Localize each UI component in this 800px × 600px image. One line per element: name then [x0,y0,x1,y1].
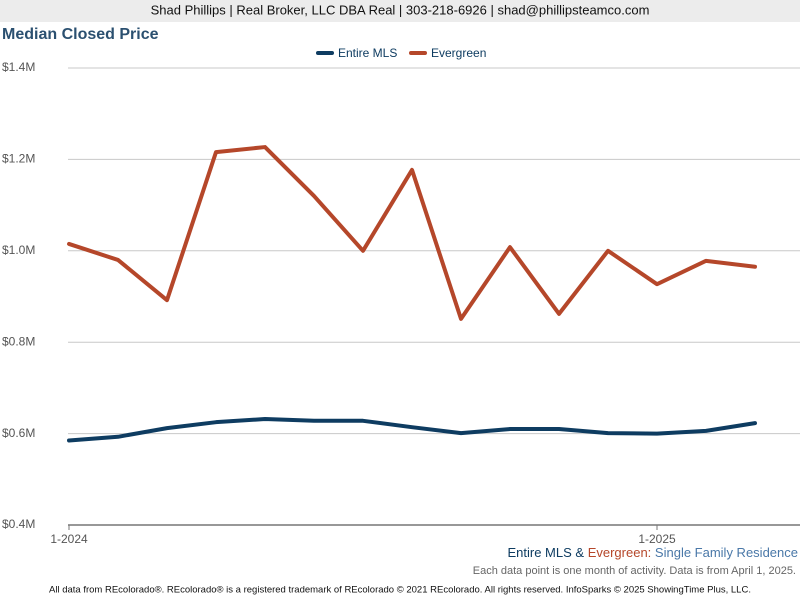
note-series-a: Entire MLS [507,545,572,560]
legend-label: Evergreen [431,46,486,60]
y-tick-label: $0.8M [2,334,35,348]
y-tick-label: $1.0M [2,243,35,257]
header-bar [0,0,800,22]
note-property-type: Single Family Residence [655,545,798,560]
series-note: Entire MLS & Evergreen: Single Family Re… [507,545,798,560]
footer-text: All data from REcolorado®. REcolorado® i… [49,585,751,596]
y-tick-label: $1.4M [2,60,35,74]
x-tick-label: 1-2024 [50,532,88,546]
note-series-b: Evergreen: [588,545,652,560]
caption: Each data point is one month of activity… [473,565,796,577]
y-tick-label: $1.2M [2,152,35,166]
x-tick-label: 1-2025 [638,532,676,546]
y-tick-label: $0.4M [2,517,35,531]
series-line [67,416,757,443]
note-joiner: & [575,545,584,560]
header-text: Shad Phillips | Real Broker, LLC DBA Rea… [151,2,650,17]
legend-label: Entire MLS [338,46,397,60]
chart-title: Median Closed Price [2,26,159,43]
y-tick-label: $0.6M [2,426,35,440]
series-line [67,145,757,321]
